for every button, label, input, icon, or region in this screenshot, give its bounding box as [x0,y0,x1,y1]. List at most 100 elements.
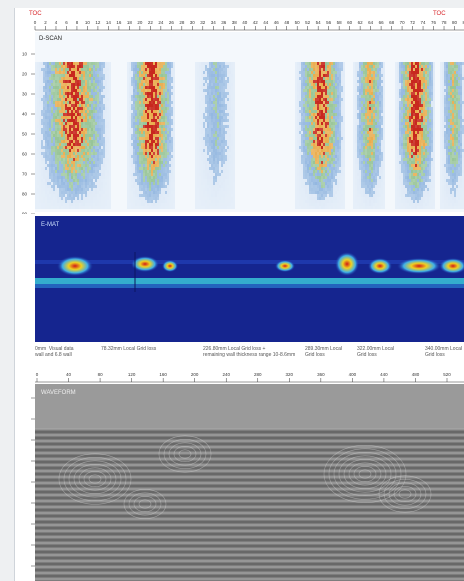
dscan-cell [303,197,305,200]
dscan-cell [207,137,209,140]
toc-marker-left[interactable]: TOC [29,11,42,17]
dscan-cell [205,71,207,74]
dscan-cell [139,206,141,209]
dscan-cell [225,80,227,83]
dscan-cell [321,68,323,71]
dscan-cell [173,107,175,110]
dscan-cell [217,101,219,104]
dscan-cell [327,104,329,107]
dscan-heatmap[interactable] [35,32,464,212]
dscan-cell [49,161,51,164]
dscan-cell [67,182,69,185]
dscan-cell [229,179,231,182]
dscan-cell [95,125,97,128]
dscan-cell [95,71,97,74]
dscan-cell [133,161,135,164]
dscan-cell [89,110,91,113]
dscan-cell [95,182,97,185]
dscan-cell [165,197,167,200]
dscan-cell [71,101,73,104]
dscan-cell [227,95,229,98]
dscan-cell [163,149,165,152]
dscan-cell [95,203,97,206]
dscan-cell [195,173,197,176]
dscan-cell [215,188,217,191]
dscan-cell [309,110,311,113]
dscan-cell [321,188,323,191]
dscan-cell [329,92,331,95]
dscan-cell [307,68,309,71]
toc-marker-right[interactable]: TOC [433,11,446,17]
dscan-cell [45,155,47,158]
dscan-cell [223,101,225,104]
dscan-cell [213,149,215,152]
dscan-cell [297,149,299,152]
top-tick-label: 26 [169,20,175,25]
dscan-cell [205,68,207,71]
dscan-cell [99,140,101,143]
dscan-cell [81,107,83,110]
dscan-cell [153,182,155,185]
dscan-cell [85,62,87,65]
dscan-cell [77,137,79,140]
dscan-cell [137,62,139,65]
dscan-cell [303,86,305,89]
dscan-cell [139,68,141,71]
dscan-cell [103,104,105,107]
dscan-cell [61,191,63,194]
depth-tick-label: 20 [22,72,28,77]
dscan-cell [43,89,45,92]
dscan-cell [37,92,39,95]
dscan-cell [199,116,201,119]
dscan-cell [229,203,231,206]
dscan-cell [53,185,55,188]
dscan-cell [37,179,39,182]
dscan-cell [91,173,93,176]
dscan-cell [309,143,311,146]
dscan-cell [315,104,317,107]
dscan-cell [105,110,107,113]
dscan-cell [59,80,61,83]
dscan-cell [329,122,331,125]
dscan-cell [63,68,65,71]
dscan-cell [167,110,169,113]
dscan-cell [231,155,233,158]
dscan-cell [197,89,199,92]
dscan-cell [65,77,67,80]
dscan-cell [39,89,41,92]
dscan-cell [47,116,49,119]
dscan-cell [205,188,207,191]
dscan-cell [67,95,69,98]
dscan-cell [233,206,235,209]
dscan-cell [307,92,309,95]
dscan-cell [39,68,41,71]
dscan-cell [211,143,213,146]
dscan-cell [87,110,89,113]
dscan-cell [43,128,45,131]
dscan-cell [319,101,321,104]
dscan-cell [57,92,59,95]
dscan-cell [83,173,85,176]
dscan-cell [221,77,223,80]
dscan-cell [323,89,325,92]
dscan-cell [315,143,317,146]
dscan-cell [311,164,313,167]
dscan-cell [135,125,137,128]
dscan-cell [225,173,227,176]
dscan-cell [153,62,155,65]
dscan-cell [155,71,157,74]
dscan-cell [157,140,159,143]
dscan-cell [223,170,225,173]
dscan-cell [43,62,45,65]
dscan-cell [59,65,61,68]
dscan-cell [69,143,71,146]
dscan-cell [211,197,213,200]
dscan-cell [39,125,41,128]
dscan-cell [67,146,69,149]
dscan-cell [103,203,105,206]
dscan-cell [227,62,229,65]
dscan-cell [221,113,223,116]
dscan-cell [305,104,307,107]
dscan-cell [137,155,139,158]
dscan-cell [57,77,59,80]
